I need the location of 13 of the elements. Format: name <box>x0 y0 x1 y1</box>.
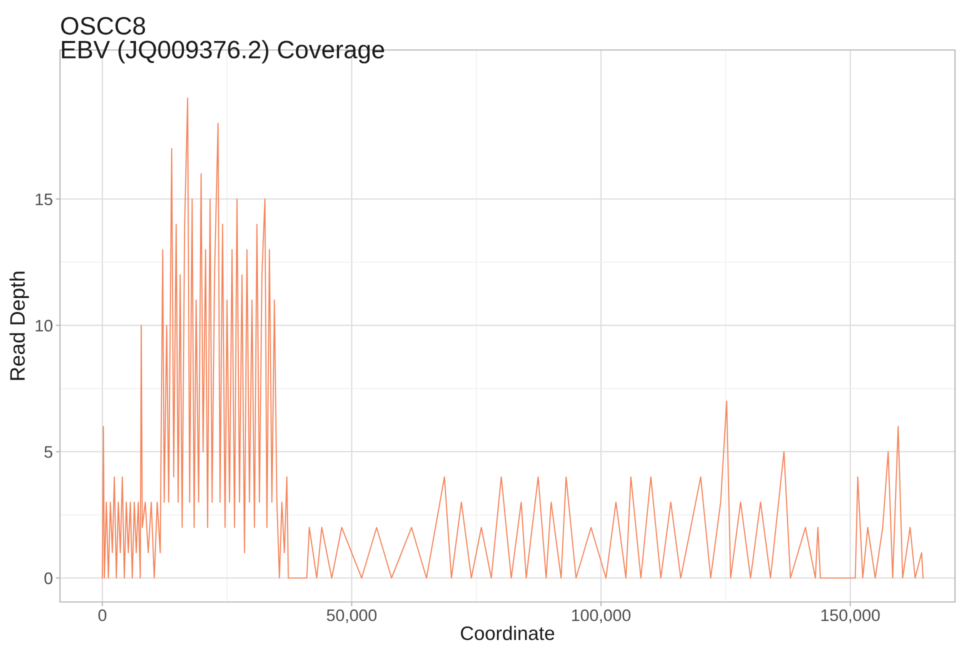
x-tick-label: 100,000 <box>572 609 630 624</box>
x-tick-label: 0 <box>98 609 106 622</box>
x-axis-title: Coordinate <box>460 626 554 640</box>
x-tick-label: 50,000 <box>326 609 377 624</box>
y-tick-label: 5 <box>44 446 52 458</box>
y-axis-title: Read Depth <box>10 272 29 380</box>
chart-subtitle: EBV (JQ009376.2) Coverage <box>62 40 384 64</box>
y-tick-label: 0 <box>44 572 52 584</box>
y-tick-label: 10 <box>36 320 52 332</box>
y-tick-label: 15 <box>36 194 52 206</box>
chart-title: OSCC8 <box>61 17 146 35</box>
line-series <box>102 97 924 579</box>
x-tick-label: 150,000 <box>821 609 880 624</box>
